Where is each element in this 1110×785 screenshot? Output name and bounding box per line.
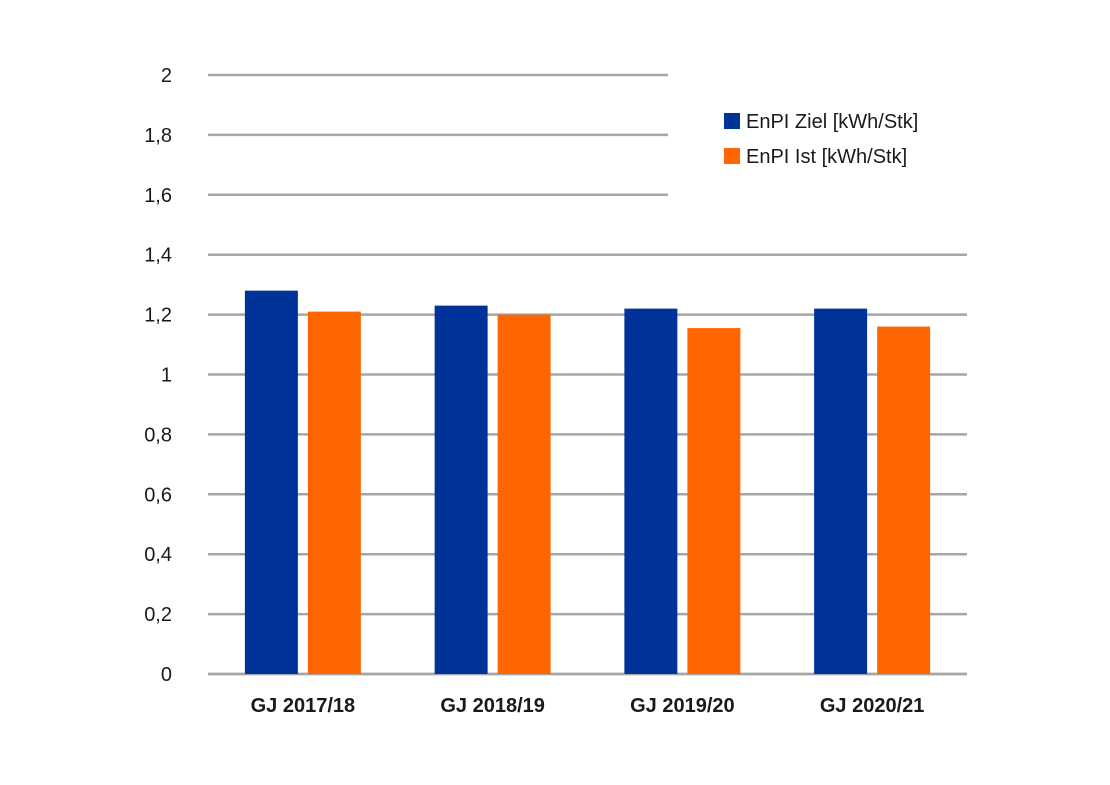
- bars: [244, 290, 931, 674]
- y-tick-label: 0,8: [144, 424, 172, 446]
- bar-ziel-4: [814, 308, 868, 674]
- x-category-label: GJ 2020/21: [820, 695, 925, 717]
- bar-ist-1: [307, 311, 361, 674]
- legend-label: EnPI Ziel [kWh/Stk]: [746, 111, 918, 133]
- x-axis-category-labels: GJ 2017/18 GJ 2018/19 GJ 2019/20 GJ 2020/21: [251, 695, 925, 717]
- bar-ist-3: [687, 328, 741, 674]
- x-category-label: GJ 2019/20: [630, 695, 735, 717]
- bar-ist-2: [497, 314, 551, 674]
- bar-ist-4: [877, 326, 931, 674]
- legend-swatch: [724, 148, 740, 164]
- y-tick-label: 0,6: [144, 484, 172, 506]
- y-tick-label: 0,4: [144, 544, 172, 566]
- y-tick-label: 1,6: [144, 185, 172, 207]
- x-category-label: GJ 2018/19: [440, 695, 545, 717]
- y-tick-label: 2: [161, 65, 172, 87]
- legend: EnPI Ziel [kWh/Stk] EnPI Ist [kWh/Stk]: [724, 111, 918, 168]
- bar-ziel-3: [624, 308, 678, 674]
- y-tick-label: 1,2: [144, 305, 172, 327]
- y-axis-tick-labels: 0 0,2 0,4 0,6 0,8 1 1,2 1,4 1,6 1,8 2: [144, 65, 172, 686]
- legend-swatch: [724, 113, 740, 129]
- x-category-label: GJ 2017/18: [251, 695, 356, 717]
- bar-ziel-1: [244, 290, 298, 674]
- bar-ziel-2: [434, 305, 488, 674]
- y-tick-label: 1: [161, 365, 172, 387]
- legend-label: EnPI Ist [kWh/Stk]: [746, 146, 907, 168]
- y-tick-label: 1,4: [144, 245, 172, 267]
- y-tick-label: 0: [161, 664, 172, 686]
- y-tick-label: 0,2: [144, 604, 172, 626]
- y-tick-label: 1,8: [144, 125, 172, 147]
